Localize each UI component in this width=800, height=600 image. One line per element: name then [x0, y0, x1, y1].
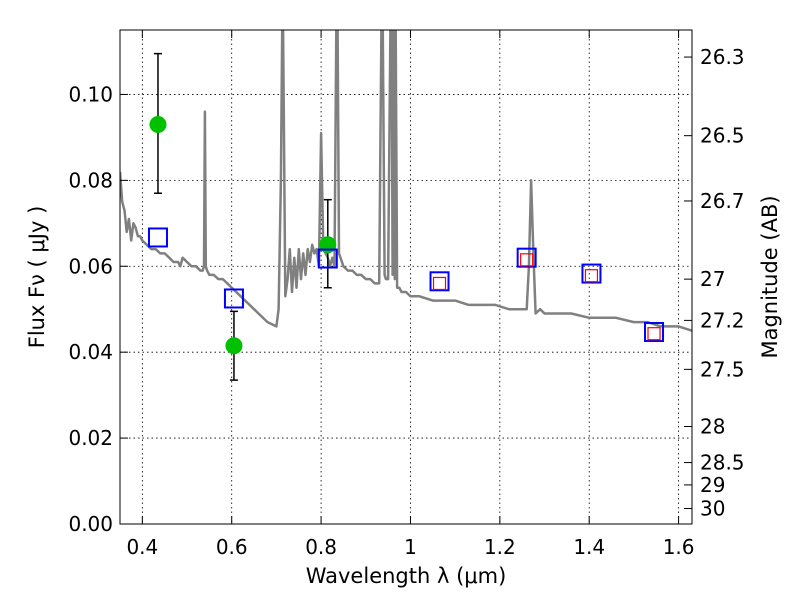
- right-tick-label: 29: [700, 473, 725, 497]
- y-tick-label: 0.10: [68, 82, 113, 106]
- model-band-inner-square: [647, 327, 661, 341]
- model-band-inner-square: [432, 276, 447, 291]
- model-band-square: [516, 247, 537, 268]
- right-tick-label: 28: [700, 414, 725, 438]
- y-tick-label: 0.08: [68, 168, 113, 192]
- right-tick-label: 27.2: [700, 308, 745, 332]
- x-tick-label: 1.4: [573, 535, 605, 559]
- right-tick-label: 27.5: [700, 357, 745, 381]
- x-tick-label: 0.8: [305, 535, 337, 559]
- x-tick-label: 0.4: [126, 535, 158, 559]
- model-band-square: [644, 321, 665, 342]
- right-tick-label: 26.3: [700, 45, 745, 69]
- y-tick-label: 0.00: [68, 512, 113, 536]
- x-tick-label: 1.2: [484, 535, 516, 559]
- photometry-point: [225, 337, 243, 355]
- right-tick-label: 26.5: [700, 124, 745, 148]
- x-tick-label: 0.6: [216, 535, 248, 559]
- right-axis-label: Magnitude (AB): [758, 195, 782, 358]
- plot-markers: [147, 52, 665, 381]
- y-tick-label: 0.04: [68, 340, 113, 364]
- right-tick-label: 28.5: [700, 451, 745, 475]
- model-band-inner-square: [520, 253, 534, 267]
- photometry-point: [149, 116, 167, 134]
- model-band-square: [223, 288, 244, 309]
- right-tick-label: 30: [700, 497, 725, 521]
- right-tick-label: 26.7: [700, 189, 745, 213]
- y-tick-label: 0.06: [68, 254, 113, 278]
- model-band-square: [429, 271, 450, 292]
- model-band-square: [581, 263, 602, 284]
- model-band-square: [147, 227, 168, 248]
- right-tick-label: 27: [700, 267, 725, 291]
- y-tick-label: 0.02: [68, 426, 113, 450]
- model-band-inner-square: [584, 269, 599, 283]
- model-band-square: [317, 248, 338, 269]
- plot-frame: [119, 29, 693, 525]
- axis-ticks: 0.4 0.6 0.8 1 1.2 1.4 1.6 0.00 0.02 0.04 0.06 0.08 0…: [68, 30, 745, 559]
- x-tick-label: 1.6: [663, 535, 695, 559]
- y-axis-label: Flux Fν ( μJy ): [25, 206, 49, 349]
- x-tick-label: 1: [404, 535, 417, 559]
- x-axis-label: Wavelength λ (μm): [306, 564, 507, 588]
